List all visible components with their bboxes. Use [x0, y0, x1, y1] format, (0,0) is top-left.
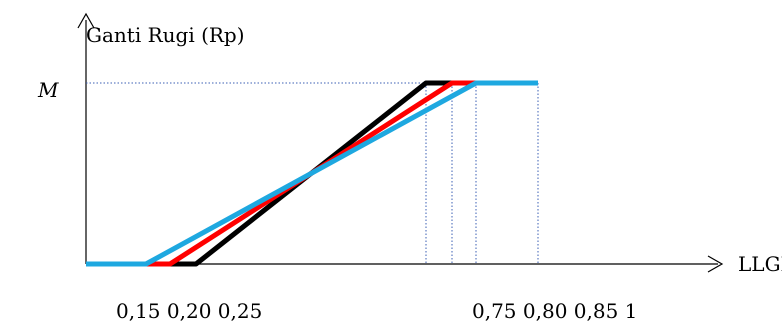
- series-line-2: [86, 80, 538, 267]
- y-axis-arrow: [77, 12, 95, 29]
- y-marker-label: M: [37, 78, 59, 102]
- y-axis-label: Ganti Rugi (Rp): [86, 23, 245, 47]
- x-axis-label: LLGP (Ha): [738, 252, 782, 276]
- x-axis-arrow: [707, 255, 724, 273]
- series-lines: [86, 80, 538, 267]
- guide-lines: [86, 82, 539, 264]
- tick-labels-right: 0,75 0,80 0,85 1: [472, 299, 637, 323]
- tick-labels-left: 0,15 0,20 0,25: [116, 299, 262, 323]
